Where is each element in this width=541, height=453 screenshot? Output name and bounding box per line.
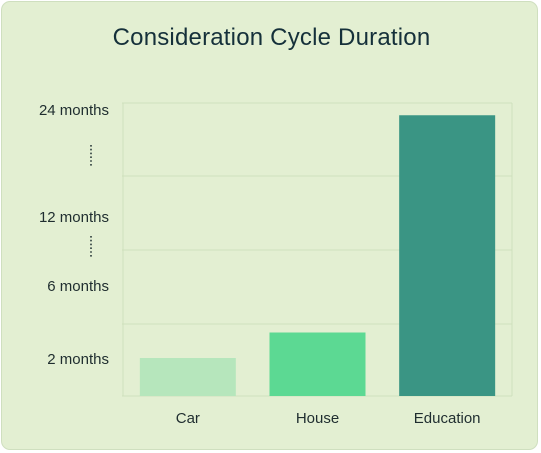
chart-title: Consideration Cycle Duration <box>112 24 431 51</box>
y-tick-label: 12 months <box>39 209 109 226</box>
y-tick-label: 24 months <box>39 102 109 119</box>
bar-education <box>399 115 496 396</box>
y-tick-label: 2 months <box>47 351 109 368</box>
y-tick-label: 6 months <box>47 278 109 295</box>
x-tick-label-car: Car <box>176 410 200 427</box>
bar-house <box>269 332 366 396</box>
bar-car <box>139 358 236 396</box>
x-tick-label-education: Education <box>414 410 481 427</box>
x-tick-label-house: House <box>296 410 339 427</box>
